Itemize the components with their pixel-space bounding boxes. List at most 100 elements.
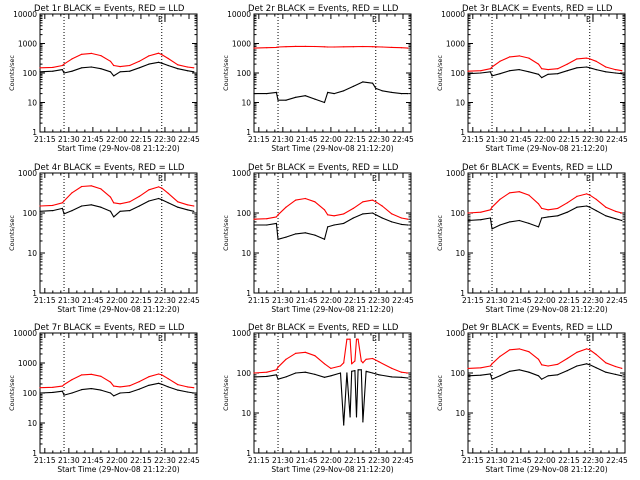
data-point xyxy=(285,376,287,378)
x-tick-label: 21:45 xyxy=(82,135,104,144)
data-point xyxy=(375,46,377,48)
x-tick-label: 21:15 xyxy=(462,456,484,465)
data-point xyxy=(323,209,326,211)
chart-title: Det 9r BLACK = Events, RED = LLD xyxy=(462,323,613,333)
data-point xyxy=(407,377,409,379)
y-axis-label: Counts/sec xyxy=(8,215,16,251)
data-point xyxy=(138,205,140,207)
data-point xyxy=(614,218,617,220)
data-point xyxy=(547,69,549,71)
y-tick-label: 10000 xyxy=(441,10,465,19)
data-point xyxy=(100,188,102,190)
data-point xyxy=(467,73,469,75)
chart-title: Det 8r BLACK = Events, RED = LLD xyxy=(248,323,399,333)
x-tick-label: 22:45 xyxy=(606,135,628,144)
data-point xyxy=(491,378,493,380)
x-tick-label: 22:15 xyxy=(558,296,580,305)
data-point xyxy=(343,362,345,364)
data-point xyxy=(605,215,607,217)
x-axis-label: Start Time (29-Nov-08 21:12:20) xyxy=(485,144,607,153)
data-point xyxy=(547,73,549,75)
x-tick-label: 22:45 xyxy=(392,456,414,465)
data-point xyxy=(266,375,268,377)
data-point xyxy=(109,60,112,62)
x-tick-label: 21:45 xyxy=(296,456,318,465)
data-point xyxy=(129,64,131,67)
marker-label: E xyxy=(586,174,591,183)
data-point xyxy=(158,382,160,384)
data-point xyxy=(167,64,169,67)
data-point xyxy=(378,361,380,363)
data-point xyxy=(81,53,83,55)
plot-frame xyxy=(467,13,626,133)
data-point xyxy=(90,52,92,55)
data-point xyxy=(277,238,279,240)
data-point xyxy=(372,357,374,360)
data-point xyxy=(148,376,150,378)
x-tick-label: 22:30 xyxy=(154,296,176,305)
y-axis-label: Counts/sec xyxy=(8,375,16,411)
data-point xyxy=(547,375,549,377)
data-point xyxy=(605,362,607,364)
series-events-line xyxy=(467,205,622,230)
data-point xyxy=(81,67,83,69)
data-point xyxy=(193,205,195,207)
x-tick-label: 21:15 xyxy=(34,135,56,144)
data-point xyxy=(193,71,195,73)
data-point xyxy=(119,386,121,388)
data-point xyxy=(362,45,364,48)
x-tick-label: 22:00 xyxy=(534,135,556,144)
data-point xyxy=(391,221,393,223)
data-point xyxy=(407,47,409,49)
x-tick-label: 21:30 xyxy=(58,135,80,144)
data-point xyxy=(489,209,491,211)
data-point xyxy=(557,374,559,376)
data-point xyxy=(158,52,160,54)
y-tick-label: 1000 xyxy=(232,329,251,338)
data-point xyxy=(375,201,377,203)
data-point xyxy=(327,91,329,93)
data-point xyxy=(277,378,279,380)
data-point xyxy=(295,233,297,235)
data-point xyxy=(129,385,131,387)
data-point xyxy=(372,372,374,374)
x-tick-label: 22:15 xyxy=(130,296,152,305)
data-point xyxy=(161,62,163,64)
data-point xyxy=(275,374,277,376)
data-point xyxy=(480,367,482,369)
series-events-line xyxy=(467,66,622,79)
data-point xyxy=(537,63,540,65)
data-point xyxy=(295,45,297,48)
chart-title: Det 3r BLACK = Events, RED = LLD xyxy=(462,4,613,14)
plot-frame xyxy=(467,332,626,454)
data-point xyxy=(71,70,73,72)
data-point xyxy=(71,192,73,194)
series-lld-line xyxy=(253,45,408,49)
data-point xyxy=(129,70,131,72)
data-point xyxy=(177,201,179,203)
data-point xyxy=(275,216,277,218)
data-point xyxy=(285,46,287,48)
y-axis-label: Counts/sec xyxy=(222,215,230,251)
data-point xyxy=(339,365,342,367)
y-tick-label: 1 xyxy=(246,289,251,298)
data-point xyxy=(277,366,279,368)
data-point xyxy=(499,60,501,62)
data-point xyxy=(148,384,150,386)
series-events-line xyxy=(467,363,622,380)
data-point xyxy=(528,194,530,196)
data-point xyxy=(167,57,169,60)
data-point xyxy=(71,210,73,212)
x-tick-label: 22:45 xyxy=(178,135,200,144)
data-point xyxy=(489,217,491,219)
data-point xyxy=(489,373,491,375)
data-point xyxy=(621,375,623,377)
data-point xyxy=(499,73,501,75)
data-point xyxy=(138,60,140,62)
y-tick-label: 100 xyxy=(451,369,466,378)
data-point xyxy=(467,367,469,369)
data-point xyxy=(119,210,121,212)
data-point xyxy=(63,384,65,386)
